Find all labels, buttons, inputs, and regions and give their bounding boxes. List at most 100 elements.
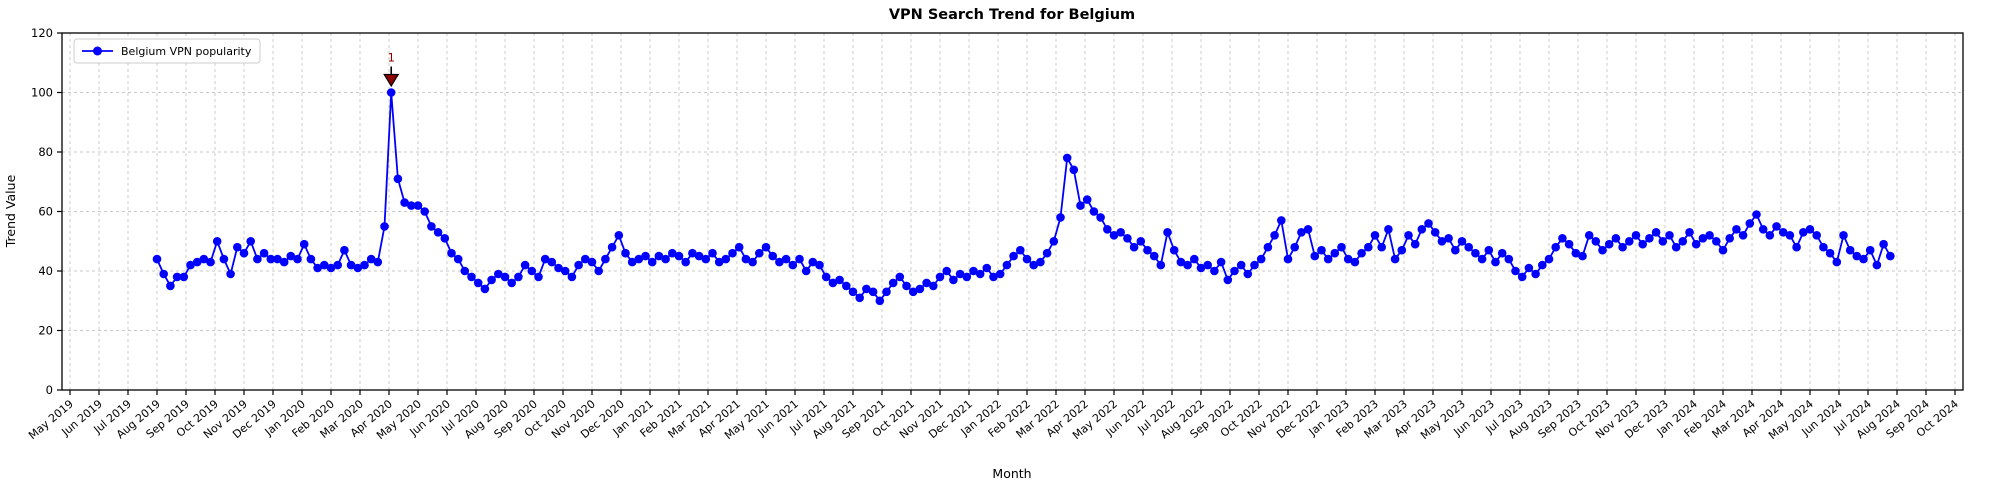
data-point-marker [1256, 254, 1266, 264]
data-point-marker [902, 281, 911, 291]
data-point-marker [607, 242, 617, 252]
plot-frame [61, 32, 1964, 391]
data-point-marker [1852, 251, 1862, 261]
data-point-marker [1163, 228, 1172, 237]
data-point-marker [1558, 234, 1567, 243]
data-point-marker [1524, 263, 1534, 273]
data-point-marker [1350, 257, 1360, 267]
data-point-marker [487, 275, 496, 285]
data-point-marker [775, 257, 784, 267]
data-point-marker [1491, 257, 1500, 267]
data-point-marker [279, 257, 289, 267]
data-point-marker [1604, 239, 1614, 249]
annotation-triangle-down-icon [383, 73, 400, 88]
data-point-marker [1143, 245, 1152, 255]
data-point-marker [1799, 228, 1808, 237]
data-point-marker [534, 272, 543, 282]
data-point-marker [688, 248, 697, 258]
data-point-marker [922, 278, 931, 288]
data-point-marker [888, 278, 898, 288]
data-point-marker [681, 257, 690, 267]
data-point-marker [1564, 239, 1574, 249]
data-point-marker [393, 174, 403, 184]
data-point-marker [1317, 245, 1326, 255]
data-point-marker [333, 260, 343, 270]
data-point-marker [1223, 275, 1233, 285]
data-point-marker [259, 248, 269, 258]
data-point-marker [694, 251, 704, 261]
peak-annotation: 1 [383, 51, 400, 88]
data-point-marker [1323, 254, 1333, 264]
data-point-marker [1618, 242, 1627, 252]
data-point-marker [915, 284, 925, 294]
data-point-marker [989, 272, 998, 282]
data-point-marker [1584, 231, 1594, 240]
y-tick-label: 100 [31, 86, 53, 100]
data-point-marker [1678, 237, 1688, 246]
trend-line [156, 91, 1892, 302]
data-point-marker [420, 207, 430, 216]
data-point-marker [801, 266, 811, 276]
data-point-marker [447, 248, 456, 258]
data-point-marker [1879, 239, 1888, 249]
data-point-marker [882, 287, 891, 297]
data-point-marker [647, 257, 657, 267]
data-point-marker [253, 254, 262, 264]
data-point-marker [1250, 260, 1259, 270]
data-point-marker [1009, 251, 1018, 261]
data-point-marker [969, 266, 978, 276]
data-point-marker [1745, 219, 1755, 228]
data-point-marker [1571, 248, 1581, 258]
data-point-marker [1738, 231, 1748, 240]
data-point-marker [246, 237, 255, 246]
data-point-marker [560, 266, 570, 276]
data-point-marker [962, 272, 972, 282]
data-point-marker [1778, 228, 1788, 237]
data-point-marker [995, 269, 1005, 279]
data-point-marker [1263, 242, 1273, 252]
data-point-marker [868, 287, 878, 297]
data-point-marker [1698, 234, 1708, 243]
data-point-marker [594, 266, 603, 276]
data-point-marker [1511, 266, 1520, 276]
data-point-marker [1859, 254, 1868, 264]
data-point-marker [1430, 228, 1440, 237]
data-point-marker [835, 275, 844, 285]
data-point-marker [1792, 242, 1801, 252]
data-point-marker [440, 234, 450, 243]
data-point-marker [1645, 234, 1654, 243]
data-point-marker [340, 245, 349, 255]
data-point-marker [567, 272, 577, 282]
data-point-marker [1036, 257, 1045, 267]
data-point-marker [1203, 260, 1212, 270]
data-point-marker [895, 272, 905, 282]
data-point-marker [862, 284, 871, 294]
data-point-marker [1845, 245, 1855, 255]
data-point-marker [1230, 266, 1239, 276]
data-point-marker [1089, 207, 1099, 216]
data-point-marker [326, 263, 336, 273]
data-point-marker [233, 242, 242, 252]
data-point-marker [982, 263, 992, 273]
data-point-marker [654, 251, 664, 261]
data-point-marker [192, 257, 202, 267]
data-point-marker [1290, 242, 1299, 252]
data-point-marker [1397, 245, 1407, 255]
data-point-marker [386, 88, 396, 97]
data-point-marker [1839, 231, 1848, 240]
data-point-marker [1725, 234, 1734, 243]
data-point-marker [239, 248, 249, 258]
data-point-marker [614, 231, 624, 240]
data-point-marker [955, 269, 965, 279]
data-point-marker [306, 254, 316, 264]
data-point-marker [574, 260, 583, 270]
data-point-marker [755, 248, 764, 258]
data-point-marker [1190, 254, 1199, 264]
data-point-marker [949, 275, 958, 285]
data-point-marker [166, 281, 175, 291]
data-point-marker [668, 248, 677, 258]
data-point-marker [1598, 245, 1607, 255]
data-point-marker [1484, 245, 1494, 255]
data-point-marker [1390, 254, 1400, 264]
